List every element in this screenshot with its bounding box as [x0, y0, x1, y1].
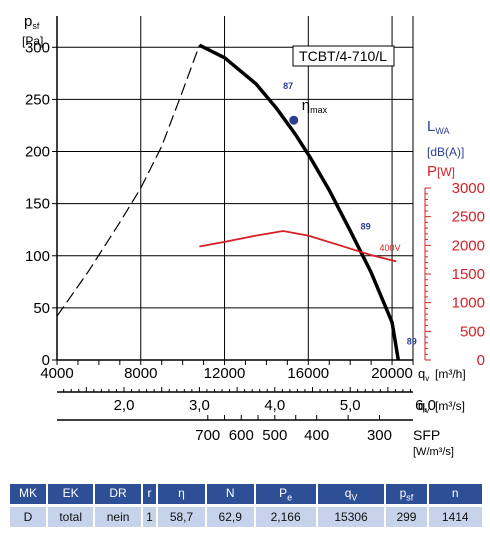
header-psf: psf: [386, 484, 427, 504]
x-tick-label: 20000: [371, 365, 413, 382]
header-ek: EK: [48, 484, 94, 504]
power-axis-title: P: [427, 163, 437, 180]
table-row: D total nein 1 58,7 62,9 2,166 15306 299…: [10, 507, 482, 527]
y-tick-label: 0: [42, 352, 50, 369]
x2-tick-label: 6,0: [415, 397, 436, 414]
power-tick-label: 0: [477, 352, 485, 369]
x-tick-label: 12000: [204, 365, 246, 382]
value-mk: D: [10, 507, 46, 527]
x2-axis-title: qv: [418, 398, 429, 415]
x-tick-label: 16000: [287, 365, 329, 382]
x2-tick-label: 2,0: [114, 397, 135, 414]
header-dr: DR: [95, 484, 141, 504]
power-tick-label: 2000: [452, 237, 485, 254]
y-tick-label: 150: [25, 196, 50, 213]
model-label: TCBT/4-710/L: [299, 48, 387, 64]
header-pe: Pe: [255, 484, 316, 504]
x-axis-unit: [m³/h]: [435, 367, 466, 381]
power-tick-label: 1500: [452, 266, 485, 283]
operating-data-table: MK EK DR r η N Pe qV psf n D total nein …: [8, 481, 484, 530]
x2-tick-label: 4,0: [264, 397, 285, 414]
table-header-row: MK EK DR r η N Pe qV psf n: [10, 484, 482, 504]
value-speed: 1414: [428, 507, 482, 527]
y-axis-title: psf: [24, 13, 40, 31]
lwa-axis-unit: [dB(A)]: [427, 145, 464, 159]
sfp-tick-label: 500: [262, 427, 287, 444]
x-tick-label: 8000: [124, 365, 157, 382]
header-eta: η: [158, 484, 205, 504]
header-n-eff: N: [206, 484, 254, 504]
power-axis-unit: [W]: [437, 165, 455, 179]
power-curve-line: [199, 230, 397, 263]
x-tick-label: 4000: [40, 365, 73, 382]
sfp-axis-unit: [W/m³/s]: [413, 446, 454, 458]
y-tick-label: 200: [25, 144, 50, 161]
eta-max-label: ηmax: [302, 97, 328, 115]
value-ek: total: [48, 507, 94, 527]
fan-curve-line: [198, 43, 401, 361]
x2-axis-unit: [m³/s]: [435, 399, 465, 413]
x2-tick-label: 5,0: [340, 397, 361, 414]
header-qv: qV: [317, 484, 385, 504]
y-tick-label: 250: [25, 91, 50, 108]
unstable-region-line: [56, 44, 200, 317]
lwa-axis-title: LWA: [427, 118, 450, 136]
sfp-tick-label: 600: [229, 427, 254, 444]
sound-level-label: 89: [407, 336, 417, 346]
value-pe: 2,166: [255, 507, 316, 527]
value-psf: 299: [386, 507, 427, 527]
power-curve-label: 400V: [379, 243, 400, 253]
sfp-tick-label: 300: [367, 427, 392, 444]
x-axis-title: qv: [418, 366, 429, 383]
sound-level-label: 89: [361, 222, 371, 232]
value-n-eff: 62,9: [206, 507, 254, 527]
y-tick-label: 50: [33, 300, 50, 317]
value-eta: 58,7: [158, 507, 205, 527]
operating-point-marker: [289, 115, 299, 125]
value-qv: 15306: [317, 507, 385, 527]
sfp-tick-label: 400: [304, 427, 329, 444]
sfp-axis-title: SFP: [413, 427, 440, 443]
power-tick-label: 500: [460, 323, 485, 340]
header-r: r: [142, 484, 157, 504]
y-tick-label: 300: [25, 39, 50, 56]
power-tick-label: 3000: [452, 180, 485, 197]
header-speed: n: [428, 484, 482, 504]
sound-level-label: 87: [283, 81, 293, 91]
x2-tick-label: 3,0: [189, 397, 210, 414]
y-axis-unit: [Pa]: [22, 34, 43, 48]
sfp-tick-label: 700: [195, 427, 220, 444]
value-r: 1: [142, 507, 157, 527]
power-tick-label: 2500: [452, 209, 485, 226]
model-label-box: [292, 45, 395, 67]
header-mk: MK: [10, 484, 46, 504]
value-dr: nein: [95, 507, 141, 527]
power-tick-label: 1000: [452, 295, 485, 312]
y-tick-label: 100: [25, 248, 50, 265]
